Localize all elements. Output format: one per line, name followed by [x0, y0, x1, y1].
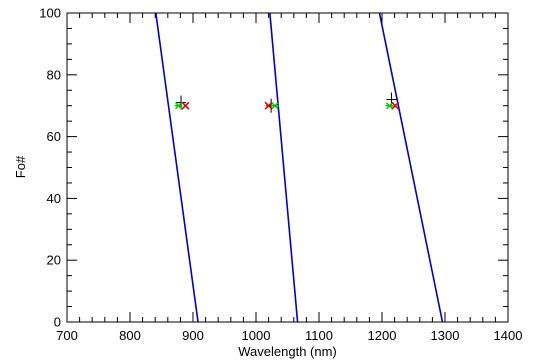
x-tick-label: 1400 — [494, 328, 523, 343]
x-tick-label: 1000 — [242, 328, 271, 343]
x-tick-label: 1300 — [431, 328, 460, 343]
green-star-marker — [175, 103, 183, 109]
x-tick-label: 1200 — [368, 328, 397, 343]
y-tick-label: 100 — [39, 6, 61, 21]
tick-labels: 700 800 900 1000 1100 1200 1300 1400 0 20 40 60 80 10… — [39, 6, 522, 344]
y-tick-label: 80 — [47, 67, 61, 82]
y-tick-label: 60 — [47, 129, 61, 144]
y-axis-title: Fo# — [13, 155, 28, 178]
red-x-marker — [182, 102, 189, 109]
y-tick-label: 20 — [47, 253, 61, 268]
series-line-2 — [270, 13, 298, 322]
ticks-layer — [67, 13, 508, 322]
x-tick-label: 700 — [56, 328, 78, 343]
series-line-3 — [379, 13, 442, 322]
x-axis-title: Wavelength (nm) — [238, 344, 337, 359]
series-line-1 — [156, 13, 198, 322]
y-tick-label: 40 — [47, 191, 61, 206]
series-lines — [156, 13, 443, 322]
y-tick-label: 0 — [54, 315, 61, 330]
green-star-marker — [271, 103, 279, 109]
x-tick-label: 1100 — [305, 328, 333, 343]
x-tick-label: 900 — [182, 328, 204, 343]
plot-frame — [67, 13, 508, 322]
markers — [175, 93, 399, 113]
x-tick-label: 800 — [119, 328, 141, 343]
